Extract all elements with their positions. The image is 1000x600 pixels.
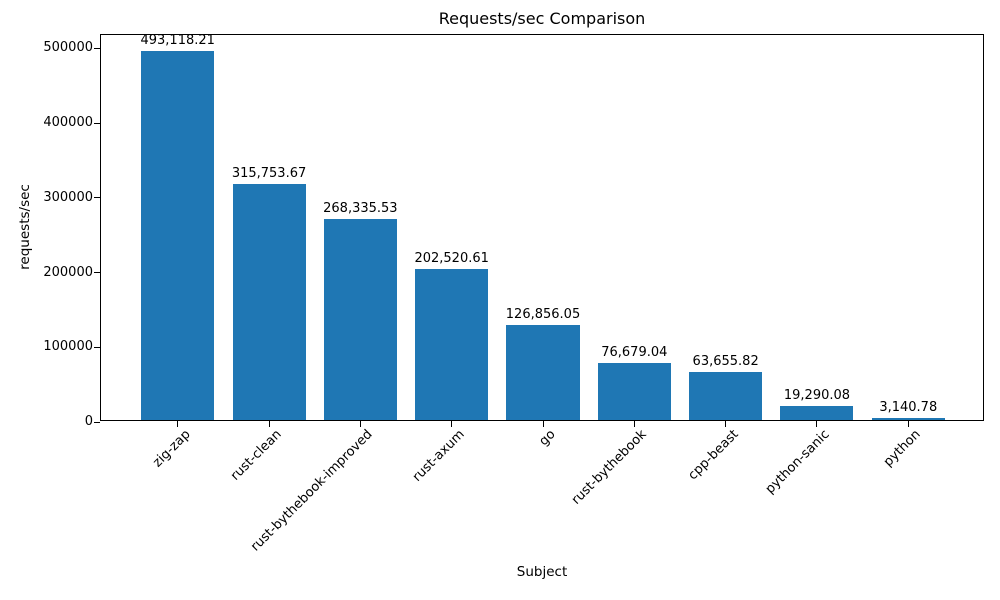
bar-go bbox=[506, 325, 580, 420]
bar-rust-bythebook-improved bbox=[323, 219, 397, 420]
x-axis-tick bbox=[816, 421, 818, 427]
bar-rust-bythebook bbox=[597, 362, 671, 420]
bar-value-label: 268,335.53 bbox=[323, 201, 398, 217]
bar-zig-zap bbox=[141, 51, 215, 420]
x-axis-tick bbox=[268, 421, 270, 427]
x-axis-tick bbox=[542, 421, 544, 427]
plot-area: 0 100000 200000 300000 400000 500000 493,118.2… bbox=[43, 33, 984, 429]
bar-python bbox=[871, 417, 945, 420]
x-axis-tick bbox=[177, 421, 179, 427]
x-axis-tick bbox=[907, 421, 909, 427]
bar-value-label: 315,753.67 bbox=[231, 166, 307, 181]
bar-rust-clean bbox=[232, 184, 306, 420]
y-tick-label: 300000 bbox=[43, 189, 93, 205]
y-tick-label: 200000 bbox=[43, 264, 93, 280]
x-axis-tick bbox=[451, 421, 453, 427]
bar-value-label: 3,140.78 bbox=[879, 399, 938, 415]
y-axis-tick bbox=[94, 272, 100, 273]
y-axis-tick bbox=[94, 122, 100, 124]
x-axis-tick bbox=[725, 421, 727, 427]
x-axis-label: Subject bbox=[516, 564, 568, 580]
bar-python-sanic bbox=[780, 405, 854, 420]
y-tick-label: 400000 bbox=[43, 115, 93, 131]
chart-title: Requests/sec Comparison bbox=[438, 9, 646, 28]
x-axis-tick bbox=[359, 421, 361, 427]
y-axis-tick bbox=[94, 421, 100, 423]
y-tick-label: 500000 bbox=[43, 40, 93, 56]
bar-value-label: 202,520.61 bbox=[414, 250, 489, 266]
x-axis-tick bbox=[633, 421, 635, 427]
y-tick-label: 0 bbox=[84, 414, 93, 429]
bar-value-label: 126,856.05 bbox=[505, 307, 581, 323]
bar-value-label: 19,290.08 bbox=[783, 387, 851, 403]
bar-value-label: 76,679.04 bbox=[601, 344, 668, 360]
y-axis-tick bbox=[94, 346, 100, 348]
y-axis-tick bbox=[94, 47, 100, 49]
bar-value-label: 493,118.21 bbox=[140, 33, 215, 49]
y-axis-tick bbox=[94, 197, 100, 199]
bar-cpp-beast bbox=[689, 372, 763, 420]
bar-value-label: 63,655.82 bbox=[692, 354, 759, 370]
bar-rust-axum bbox=[415, 268, 489, 420]
y-tick-label: 100000 bbox=[43, 339, 93, 355]
